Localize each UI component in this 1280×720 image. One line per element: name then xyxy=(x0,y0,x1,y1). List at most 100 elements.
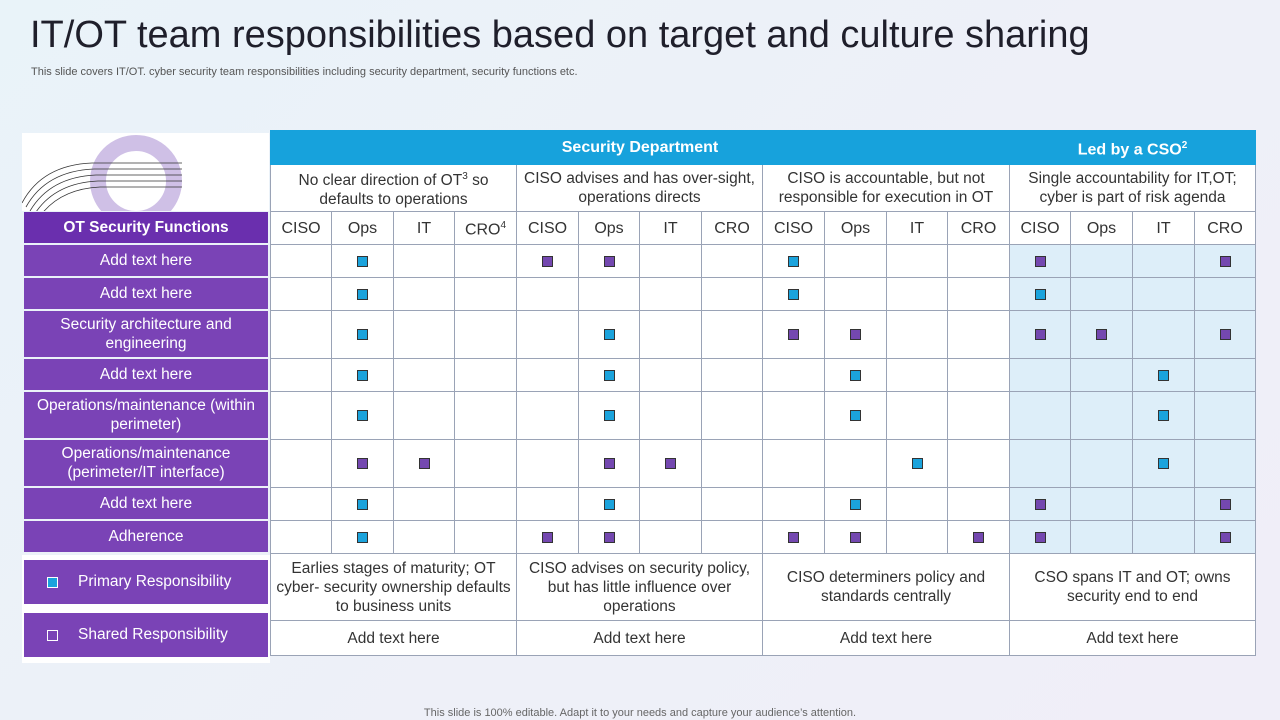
table-cell xyxy=(516,358,579,392)
table-cell xyxy=(578,391,640,440)
table-cell xyxy=(947,244,1010,278)
shared-responsibility-marker xyxy=(418,458,430,470)
table-cell xyxy=(1070,391,1133,440)
table-cell xyxy=(393,358,455,392)
table-cell xyxy=(762,391,825,440)
add-text-cell[interactable]: Add text here xyxy=(516,620,763,656)
add-text-cell[interactable]: Add text here xyxy=(1009,620,1256,656)
table-cell xyxy=(331,277,394,311)
table-cell xyxy=(331,358,394,392)
primary-swatch-icon xyxy=(47,576,58,588)
table-cell xyxy=(1194,391,1256,440)
role-header: Ops xyxy=(578,211,640,245)
role-header: CISO xyxy=(270,211,332,245)
role-header: CISO xyxy=(1009,211,1071,245)
table-cell xyxy=(701,439,763,488)
table-cell xyxy=(824,439,887,488)
shared-responsibility-marker xyxy=(788,329,799,341)
table-cell xyxy=(454,487,517,521)
table-cell xyxy=(454,391,517,440)
table-cell xyxy=(701,358,763,392)
table-cell xyxy=(578,244,640,278)
shared-responsibility-marker xyxy=(603,255,615,267)
table-cell xyxy=(824,520,887,554)
table-cell xyxy=(1009,277,1071,311)
table-cell xyxy=(1132,277,1195,311)
table-cell xyxy=(762,439,825,488)
table-cell xyxy=(516,439,579,488)
table-cell xyxy=(1132,391,1195,440)
row-label: Add text here xyxy=(24,359,268,390)
column-note: No clear direction of OT3 so defaults to… xyxy=(270,164,517,212)
table-cell xyxy=(1070,487,1133,521)
table-cell xyxy=(1132,244,1195,278)
shared-responsibility-marker xyxy=(850,329,861,341)
primary-responsibility-marker xyxy=(788,288,799,300)
table-cell xyxy=(1132,439,1195,488)
table-cell xyxy=(393,487,455,521)
table-cell xyxy=(1009,439,1071,488)
table-cell xyxy=(639,358,702,392)
role-header: CRO xyxy=(701,211,763,245)
primary-responsibility-marker xyxy=(603,329,615,341)
table-cell xyxy=(886,520,948,554)
table-cell xyxy=(1070,520,1133,554)
table-cell xyxy=(1070,358,1133,392)
primary-responsibility-marker xyxy=(357,369,368,381)
shared-responsibility-marker xyxy=(850,531,861,543)
table-cell xyxy=(639,391,702,440)
summary-cell: CISO advises on security policy, but has… xyxy=(516,553,763,621)
primary-responsibility-marker xyxy=(357,498,368,510)
table-cell xyxy=(639,244,702,278)
table-cell xyxy=(762,310,825,359)
table-cell xyxy=(331,310,394,359)
role-header: Ops xyxy=(824,211,887,245)
table-cell xyxy=(824,244,887,278)
add-text-cell[interactable]: Add text here xyxy=(270,620,517,656)
table-cell xyxy=(762,358,825,392)
primary-responsibility-marker xyxy=(1158,458,1169,470)
shared-responsibility-marker xyxy=(1034,329,1046,341)
shared-responsibility-marker xyxy=(542,255,553,267)
table-cell xyxy=(701,310,763,359)
table-cell xyxy=(886,358,948,392)
legend-label: Shared Responsibility xyxy=(78,626,228,643)
table-cell xyxy=(578,358,640,392)
shared-responsibility-marker xyxy=(1034,498,1046,510)
row-header-label: OT Security Functions xyxy=(24,212,268,243)
table-cell xyxy=(454,439,517,488)
shared-responsibility-marker xyxy=(665,458,676,470)
row-label: Add text here xyxy=(24,245,268,276)
table-cell xyxy=(762,277,825,311)
table-cell xyxy=(1194,520,1256,554)
add-text-cell[interactable]: Add text here xyxy=(762,620,1010,656)
table-cell xyxy=(454,244,517,278)
table-cell xyxy=(270,310,332,359)
table-cell xyxy=(824,310,887,359)
legend-label: Primary Responsibility xyxy=(78,573,232,590)
shared-responsibility-marker xyxy=(542,531,553,543)
role-header: CRO xyxy=(947,211,1010,245)
table-cell xyxy=(701,244,763,278)
row-label: Adherence xyxy=(24,521,268,552)
table-cell xyxy=(393,520,455,554)
primary-responsibility-marker xyxy=(603,498,615,510)
table-cell xyxy=(947,391,1010,440)
shared-responsibility-marker xyxy=(1219,531,1231,543)
shared-responsibility-marker xyxy=(1096,329,1107,341)
table-cell xyxy=(454,520,517,554)
row-label: Add text here xyxy=(24,488,268,519)
table-cell xyxy=(762,487,825,521)
table-cell xyxy=(1070,439,1133,488)
primary-responsibility-marker xyxy=(911,458,923,470)
table-cell xyxy=(393,277,455,311)
primary-responsibility-marker xyxy=(850,498,861,510)
legend-primary: Primary Responsibility xyxy=(24,560,268,604)
table-cell xyxy=(1132,487,1195,521)
table-cell xyxy=(886,487,948,521)
role-header: IT xyxy=(639,211,702,245)
table-cell xyxy=(1194,277,1256,311)
primary-responsibility-marker xyxy=(1158,369,1169,381)
table-cell xyxy=(1009,520,1071,554)
table-cell xyxy=(762,520,825,554)
